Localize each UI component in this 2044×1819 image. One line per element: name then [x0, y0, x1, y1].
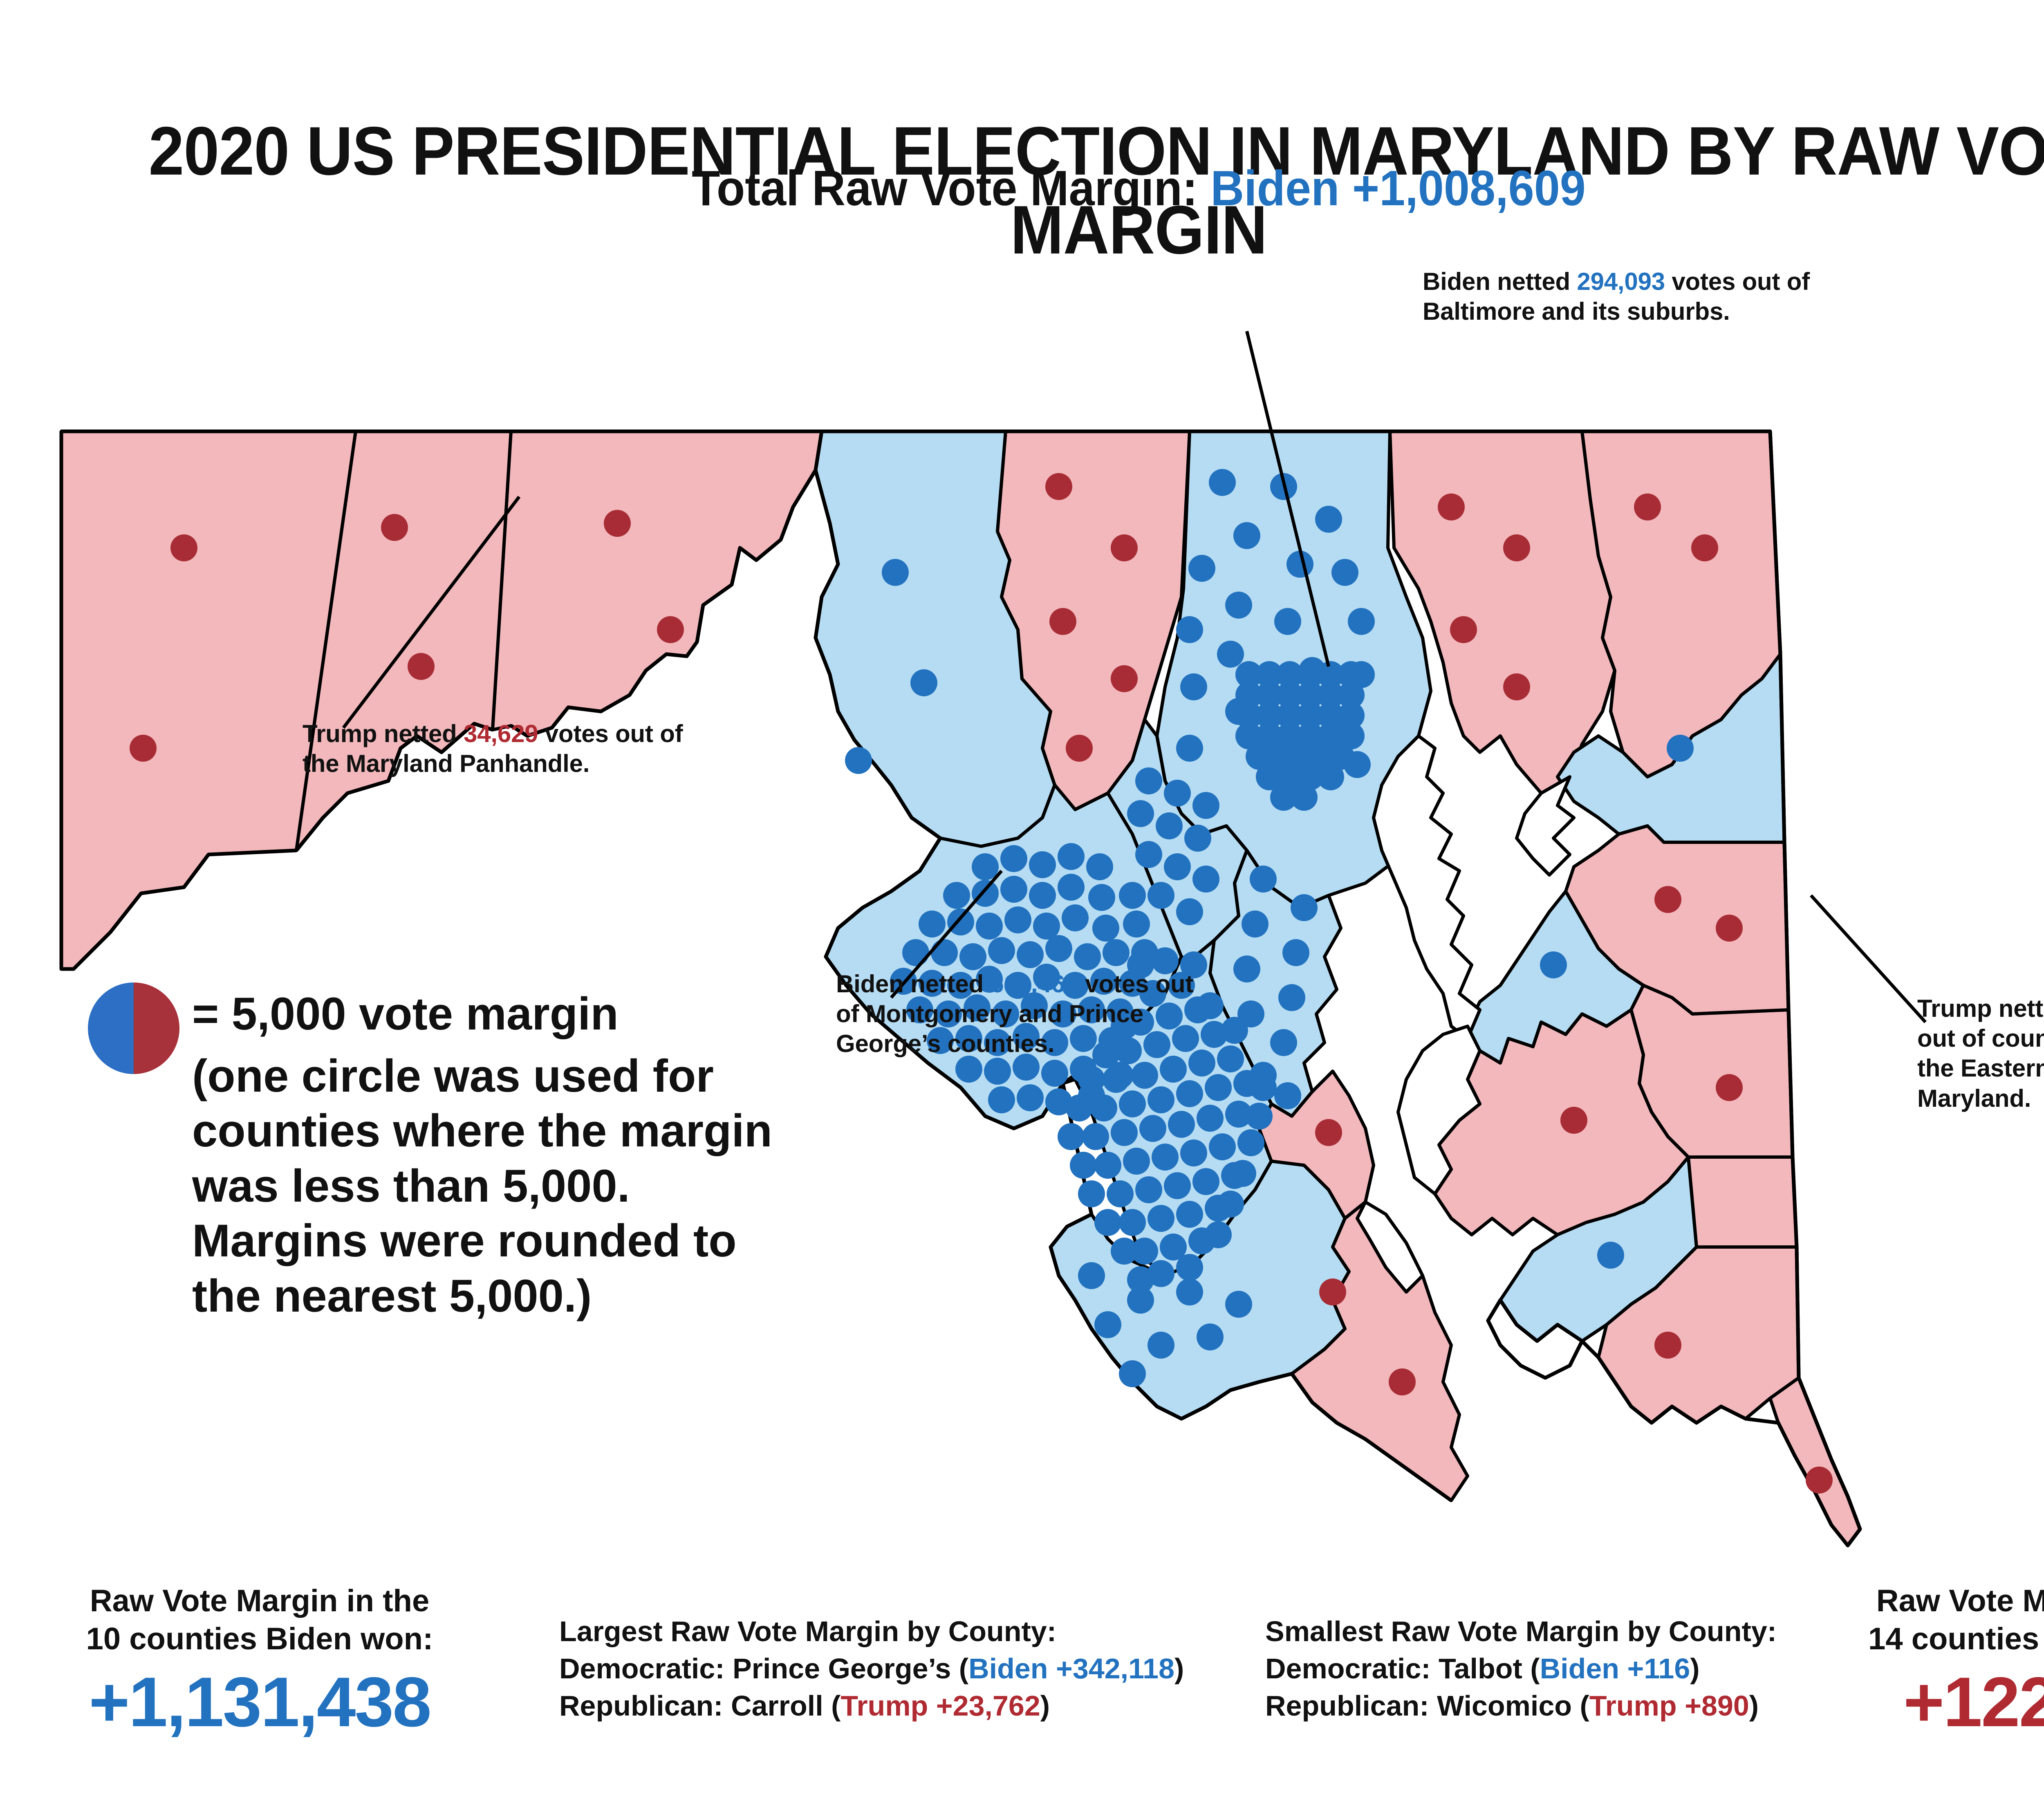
- legend-unit-label: = 5,000 vote margin: [192, 988, 619, 1039]
- callout-eastern-shore: Trump netted 36,156 votes out of countie…: [1917, 994, 2044, 1113]
- county-washington[interactable]: [491, 430, 823, 738]
- footer-smallest-dem-label: Democratic: Talbot (: [1265, 1653, 1540, 1684]
- county-garrett[interactable]: [60, 430, 357, 971]
- leader-line-montgomery: [890, 870, 1003, 999]
- footer-smallest-rep-label: Republican: Wicomico (: [1265, 1690, 1589, 1722]
- footer-trump-block: Raw Vote Margin in the 14 counties Trump…: [1815, 1582, 2044, 1739]
- callout-panhandle-post: votes out of the Maryland Panhandle.: [303, 720, 683, 778]
- callout-panhandle-number: 34,629: [464, 720, 538, 747]
- chesapeake-bay: [1356, 734, 1584, 1379]
- county-margin-dots: [130, 469, 1833, 1494]
- footer-trump-head-2: 14 counties Trump won:: [1868, 1621, 2044, 1656]
- prince-georges-dot-cluster: [1058, 947, 1277, 1293]
- footer-trump-head-1: Raw Vote Margin in the: [1876, 1583, 2044, 1618]
- footer-largest-dem-close: ): [1174, 1653, 1184, 1684]
- subtitle-total-margin: Total Raw Vote Margin: Biden +1,008,609: [80, 159, 2044, 217]
- footer-largest-rep-row: Republican: Carroll (Trump +23,762): [559, 1687, 1254, 1725]
- footer-smallest-rep-close: ): [1749, 1690, 1759, 1722]
- callout-baltimore: Biden netted 294,093 votes out of Baltim…: [1423, 267, 1836, 326]
- footer-biden-block: Raw Vote Margin in the 10 counties Biden…: [25, 1582, 495, 1739]
- footer-largest-margins: Largest Raw Vote Margin by County: Democ…: [559, 1613, 1254, 1725]
- callout-baltimore-pre: Biden netted: [1423, 268, 1577, 295]
- subtitle-value: Biden +1,008,609: [1210, 160, 1586, 216]
- footer-largest-dem-label: Democratic: Prince George’s (: [559, 1653, 969, 1684]
- callout-eastern-shore-post: votes out of counties he won on the East…: [1917, 1025, 2044, 1112]
- leader-line-eastern-shore: [1810, 894, 1927, 1023]
- callout-baltimore-post: votes out of Baltimore and its suburbs.: [1423, 268, 1810, 325]
- page-title: 2020 US PRESIDENTIAL ELECTION IN MARYLAN…: [148, 112, 2044, 268]
- baltimore-city-dot-cluster: [1235, 661, 1365, 811]
- legend-half-circle-icon: [88, 982, 179, 1074]
- footer-biden-head-2: 10 counties Biden won:: [86, 1621, 433, 1656]
- state-outline: [59, 429, 1862, 1548]
- footer-largest-rep-close: ): [1040, 1690, 1050, 1722]
- callout-baltimore-number: 294,093: [1577, 268, 1665, 295]
- footer-largest-heading: Largest Raw Vote Margin by County:: [559, 1615, 1057, 1647]
- footer-trump-number: +122,829: [1903, 1663, 2044, 1742]
- callout-panhandle: Trump netted 34,629 votes out of the Mar…: [303, 719, 711, 778]
- footer-smallest-dem-value: Biden +116: [1540, 1653, 1690, 1684]
- footer-biden-head-1: Raw Vote Margin in the: [90, 1583, 430, 1618]
- montgomery-dot-cluster: [890, 843, 1158, 1115]
- footer-smallest-margins: Smallest Raw Vote Margin by County: Demo…: [1265, 1613, 1838, 1725]
- leader-line-baltimore: [1245, 331, 1330, 667]
- footer-largest-rep-label: Republican: Carroll (: [559, 1690, 841, 1722]
- footer-biden-number: +1,131,438: [89, 1663, 432, 1742]
- callout-eastern-shore-pre: Trump netted: [1917, 995, 2044, 1022]
- callout-montgomery-pg: Biden netted 660,465 votes out of Montgo…: [836, 969, 1204, 1059]
- callout-montgomery-pg-number: 660,465: [990, 970, 1078, 998]
- footer-largest-rep-value: Trump +23,762: [840, 1690, 1040, 1722]
- footer-largest-dem-value: Biden +342,118: [968, 1653, 1175, 1684]
- legend-note: (one circle was used for counties where …: [192, 1050, 772, 1321]
- subtitle-prefix: Total Raw Vote Margin:: [692, 160, 1211, 216]
- footer-smallest-heading: Smallest Raw Vote Margin by County:: [1265, 1615, 1777, 1647]
- footer-smallest-dem-close: ): [1690, 1653, 1700, 1684]
- callout-montgomery-pg-post: votes out of Montgomery and Prince Georg…: [836, 970, 1194, 1058]
- callout-panhandle-pre: Trump netted: [303, 720, 464, 747]
- maryland-map: [59, 331, 2044, 1578]
- footer-largest-dem-row: Democratic: Prince George’s (Biden +342,…: [559, 1650, 1254, 1687]
- footer-smallest-dem-row: Democratic: Talbot (Biden +116): [1265, 1650, 1838, 1687]
- leader-line-panhandle: [342, 496, 521, 729]
- footer-smallest-rep-row: Republican: Wicomico (Trump +890): [1265, 1687, 1838, 1725]
- footer-smallest-rep-value: Trump +890: [1589, 1690, 1749, 1722]
- callout-montgomery-pg-pre: Biden netted: [836, 970, 991, 998]
